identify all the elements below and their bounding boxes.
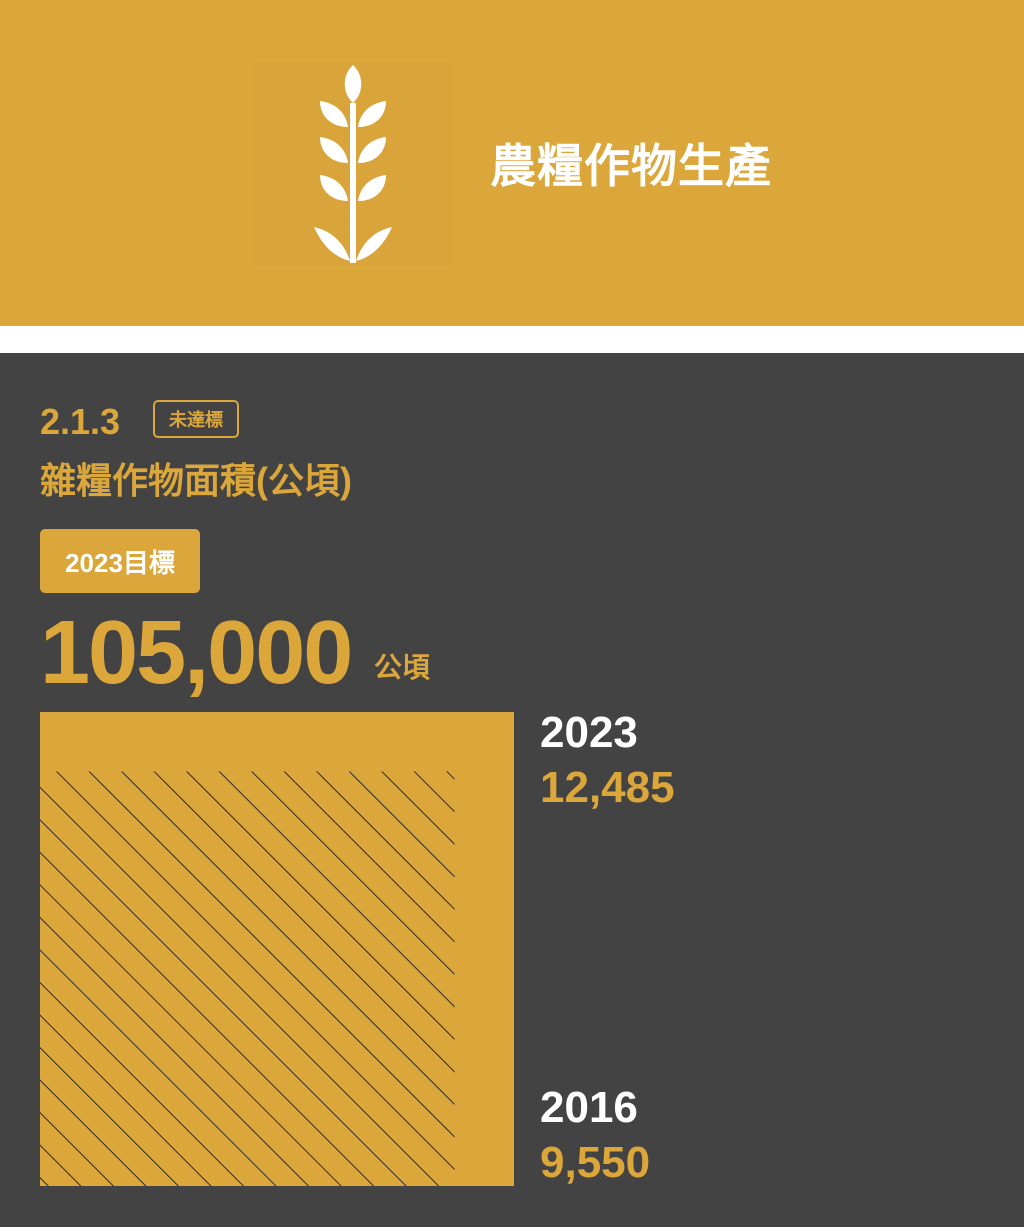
value-label-2023: 12,485: [540, 763, 675, 812]
target-unit: 公頃: [374, 652, 431, 683]
year-label-2016: 2016: [540, 1083, 638, 1132]
indicator-code: 2.1.3: [40, 401, 121, 442]
header-banner: 農糧作物生產: [0, 0, 1024, 326]
target-label-badge: 2023目標: [40, 529, 200, 593]
status-badge: 未達標: [153, 400, 239, 438]
wheat-icon: [252, 63, 454, 265]
target-value: 105,000: [40, 603, 353, 703]
value-label-2016: 9,550: [540, 1138, 651, 1187]
header-title: 農糧作物生產: [490, 140, 772, 192]
indicator-title: 雜糧作物面積(公頃): [40, 460, 352, 501]
bar-2016: [40, 771, 455, 1186]
year-label-2023: 2023: [540, 708, 638, 757]
